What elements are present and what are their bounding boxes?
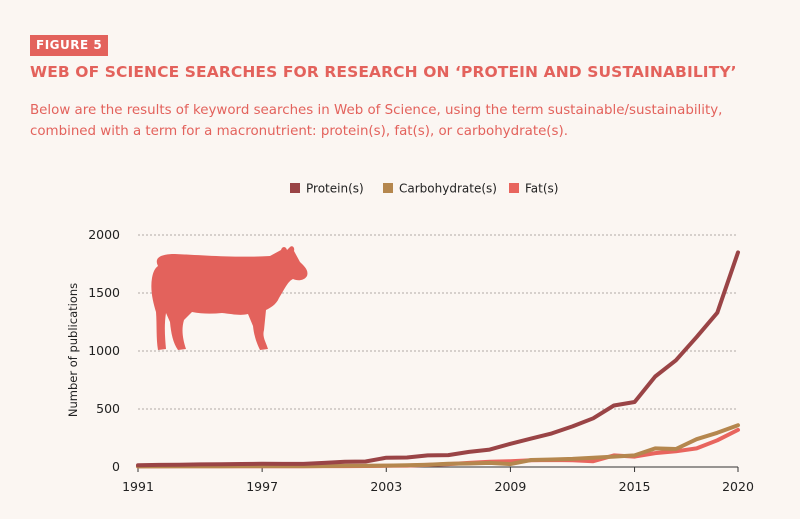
figure-badge: FIGURE 5 [30, 35, 109, 56]
legend-label-protein-s: Protein(s) [306, 182, 364, 196]
legend-swatch-carbohydrate-s [383, 183, 393, 193]
series-line-carbohydrate-s [136, 423, 740, 469]
x-tick-label: 2003 [370, 479, 402, 494]
legend-swatch-protein-s [290, 183, 300, 193]
chart-subtitle: Below are the results of keyword searche… [30, 103, 723, 139]
x-tick-label: 2020 [722, 479, 754, 494]
cow-silhouette-icon [151, 246, 308, 350]
x-tick-label: 2015 [619, 479, 651, 494]
chart-title: WEB OF SCIENCE SEARCHES FOR RESEARCH ON … [30, 63, 737, 81]
y-tick-label: 1500 [88, 285, 120, 300]
series-line-fat-s [136, 427, 740, 469]
series-line-protein-s [136, 250, 740, 468]
x-axis-ticks: 1991 1997 2003 2009 2015 2020 [122, 467, 754, 494]
legend-label-fat-s: Fat(s) [525, 182, 558, 196]
x-tick-label: 1997 [246, 479, 278, 494]
legend-label-carbohydrate-s: Carbohydrate(s) [399, 182, 497, 196]
y-tick-label: 2000 [88, 227, 120, 242]
x-tick-label: 1991 [122, 479, 154, 494]
x-tick-label: 2009 [495, 479, 527, 494]
legend: Protein(s) Carbohydrate(s) Fat(s) [290, 182, 558, 196]
y-tick-label: 1000 [88, 343, 120, 358]
y-axis-ticks: 0 500 1000 1500 2000 [88, 227, 120, 474]
series-lines [136, 250, 740, 469]
legend-swatch-fat-s [509, 183, 519, 193]
y-tick-label: 0 [112, 459, 120, 474]
y-axis-label: Number of publications [66, 283, 80, 417]
y-tick-label: 500 [96, 401, 120, 416]
